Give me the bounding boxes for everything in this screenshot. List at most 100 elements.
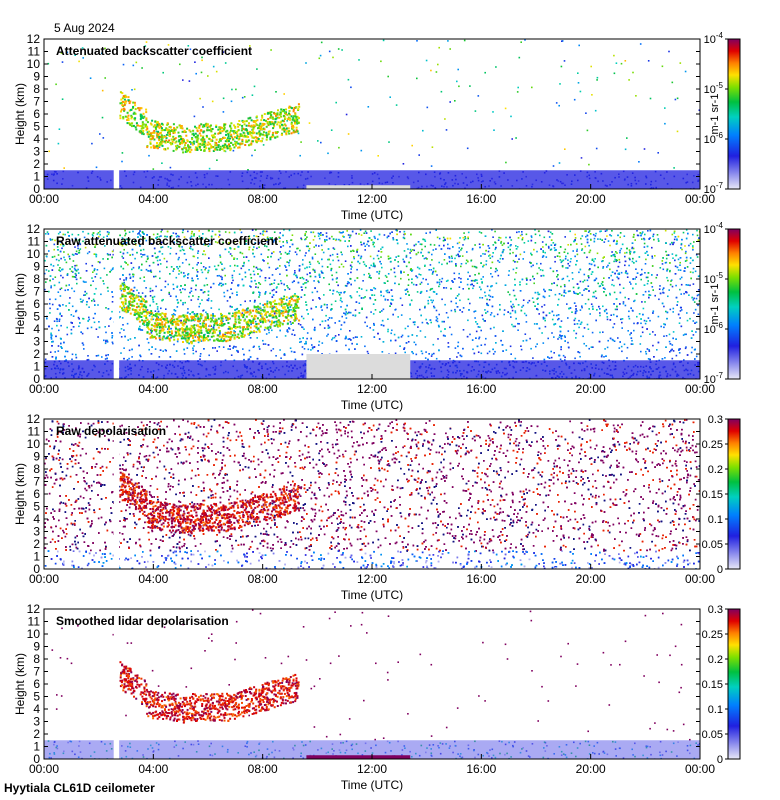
x-axis-label: Time (UTC) [341,588,403,602]
y-tick-label: 7 [33,285,40,299]
y-tick-label: 3 [33,525,40,539]
colorbar-tick-label: 0.3 [708,414,723,426]
y-axis-label: Height (km) [13,653,27,715]
y-tick-label: 7 [33,95,40,109]
colorbar-bar [727,228,741,380]
x-tick-label: 08:00 [248,572,278,586]
y-tick-label: 12 [27,412,41,426]
plot-area [44,419,700,569]
y-tick-label: 2 [33,347,40,361]
data-gap [113,609,120,759]
colorbar-exponent: -5 [716,81,724,90]
no-data-region [306,755,411,759]
y-tick-label: 11 [28,235,41,249]
colorbar-tick-label: 0.2 [708,464,723,476]
y-tick-label: 0 [33,182,40,196]
cirrus-feature [119,661,300,724]
y-tick-label: 3 [33,715,40,729]
x-tick-label: 08:00 [248,762,278,776]
x-tick-label: 00:00 [685,382,715,396]
x-tick-label: 00:00 [29,572,59,586]
y-tick-label: 5 [33,690,40,704]
colorbar-tick-label: 10-7 [704,371,724,386]
y-tick-label: 8 [33,652,40,666]
panel-title: Smoothed lidar depolarisation [56,614,229,628]
y-tick-label: 4 [33,322,40,336]
colorbar-tick-label: 10-7 [704,181,724,196]
y-tick-label: 7 [33,475,40,489]
y-axis-label: Height (km) [13,273,27,335]
heatmap-texture [44,419,700,569]
plot-area [44,39,700,189]
y-tick-label: 1 [33,550,40,564]
boundary-layer-band [44,740,700,759]
x-tick-label: 12:00 [357,572,387,586]
colorbar-exponent: -4 [716,221,724,230]
x-tick-label: 12:00 [357,382,387,396]
x-tick-label: 08:00 [248,192,278,206]
x-tick-label: 20:00 [576,192,606,206]
data-gap [113,39,120,189]
x-axis-label: Time (UTC) [341,778,403,792]
colorbar-tick-label: 10-4 [704,31,724,46]
x-tick-label: 12:00 [357,192,387,206]
x-tick-label: 16:00 [466,572,496,586]
colorbar-tick-label: 0.3 [708,604,723,616]
colorbar-tick-label: 0.1 [708,514,723,526]
colorbar-tick-label: 0.05 [702,539,723,551]
y-tick-label: 12 [27,32,41,46]
y-tick-label: 10 [27,627,41,641]
y-tick-label: 1 [33,360,40,374]
x-tick-label: 04:00 [138,382,168,396]
y-tick-label: 2 [33,157,40,171]
colorbar-tick-label: 0.25 [702,629,723,641]
x-tick-label: 00:00 [29,762,59,776]
y-tick-label: 8 [33,82,40,96]
y-tick-label: 3 [33,335,40,349]
colorbar-exponent: -7 [716,371,724,380]
x-tick-label: 04:00 [138,572,168,586]
x-tick-label: 04:00 [138,762,168,776]
cirrus-feature [119,91,301,154]
y-tick-label: 0 [33,562,40,576]
cirrus-feature [119,471,301,535]
y-axis-label: Height (km) [13,463,27,525]
y-axis-label: Height (km) [13,83,27,145]
colorbar: 0 0.05 0.1 0.15 0.2 0.25 0.3 [702,604,741,766]
data-gap [113,419,120,569]
colorbar-tick-label: 0.05 [702,729,723,741]
y-tick-label: 6 [33,107,40,121]
panel-title: Attenuated backscatter coefficient [56,44,252,58]
colorbar: 10-710-610-510-4m-1 sr-1 [704,221,741,386]
y-tick-label: 8 [33,462,40,476]
y-tick-label: 11 [28,425,41,439]
x-tick-label: 00:00 [29,382,59,396]
x-tick-label: 20:00 [576,572,606,586]
colorbar-bar [727,418,741,570]
plot-background [44,609,700,759]
no-data-region [306,354,411,379]
x-tick-label: 16:00 [466,762,496,776]
no-data-region [306,185,411,189]
cirrus-feature [119,282,301,345]
colorbar: 0 0.05 0.1 0.15 0.2 0.25 0.3 [702,414,741,576]
x-tick-label: 08:00 [248,382,278,396]
panel-4: Smoothed lidar depolarisation01234567891… [13,602,741,792]
plot-area [44,229,700,379]
colorbar-bar [727,608,741,760]
x-tick-label: 00:00 [685,572,715,586]
y-tick-label: 6 [33,677,40,691]
y-tick-label: 9 [33,260,40,274]
colorbar-tick-label: 0.15 [702,679,723,691]
footer-label: Hyytiala CL61D ceilometer [4,781,155,795]
colorbar-exponent: -4 [716,31,724,40]
panel-1: Attenuated backscatter coefficient012345… [13,31,741,222]
y-tick-label: 10 [27,57,41,71]
y-tick-label: 6 [33,487,40,501]
y-tick-label: 7 [33,665,40,679]
y-tick-label: 4 [33,512,40,526]
panel-2: Raw attenuated backscatter coefficient01… [13,221,741,412]
y-tick-label: 12 [27,602,41,616]
